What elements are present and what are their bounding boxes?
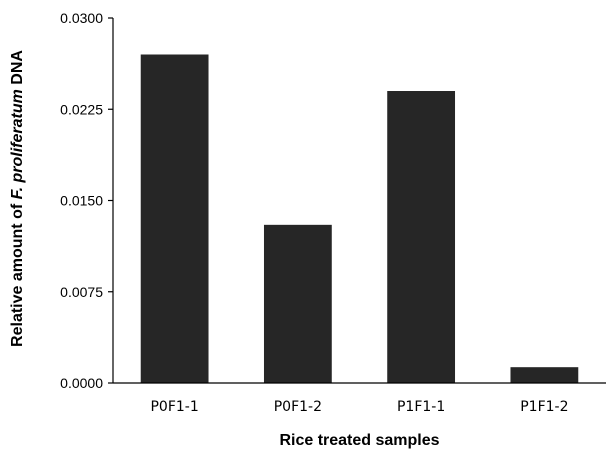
bars [140,54,579,383]
y-axis-title-species: F. proliferatum [9,89,26,199]
x-axis-labels: P0F1-1 P0F1-2 P1F1-1 P1F1-2 [150,399,568,415]
bar-p1f1-1 [387,91,456,383]
x-category-label: P0F1-1 [150,399,198,415]
y-axis-title-prefix: Relative amount of [9,199,26,347]
y-tick-label: 0.0000 [60,375,103,391]
y-axis-title: Relative amount of F. proliferatum DNA [9,50,26,347]
y-axis-title-suffix: DNA [9,50,26,90]
y-tick-label: 0.0225 [60,101,103,117]
x-axis-title: Rice treated samples [279,432,439,449]
y-tick-label: 0.0150 [60,193,103,209]
y-axis-ticks: 0.0000 0.0075 0.0150 0.0225 0.0300 [60,10,113,391]
x-category-label: P1F1-2 [520,399,568,415]
bar-p0f1-1 [140,54,209,383]
x-category-label: P0F1-2 [274,399,322,415]
y-tick-label: 0.0075 [60,284,103,300]
x-category-label: P1F1-1 [397,399,445,415]
bar-p0f1-2 [263,224,332,383]
y-tick-label: 0.0300 [60,10,103,26]
bar-p1f1-2 [510,367,579,383]
